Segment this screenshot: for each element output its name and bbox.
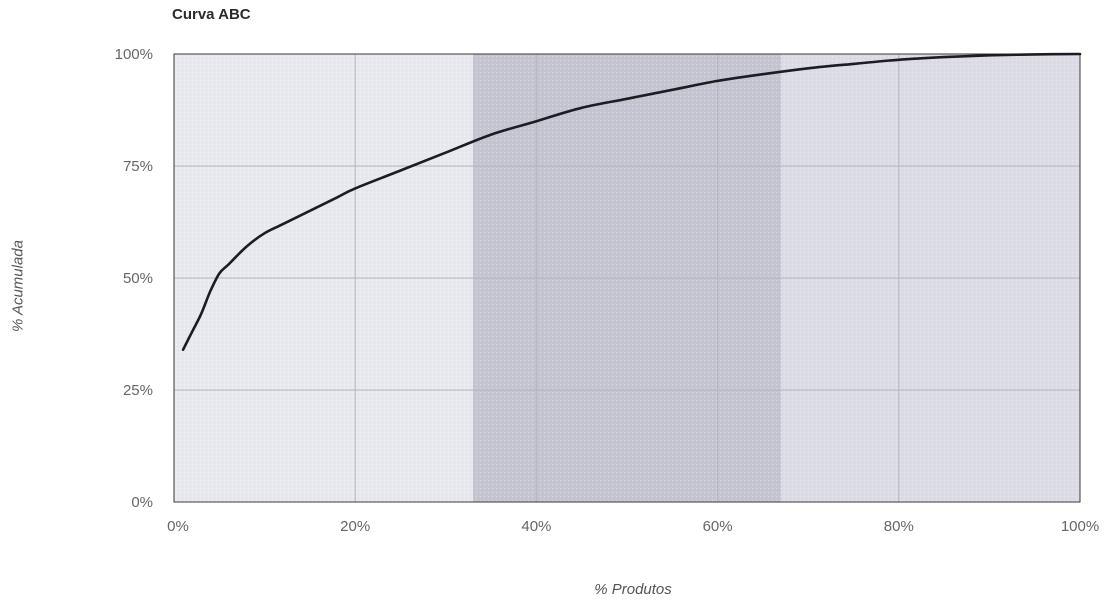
chart-title: Curva ABC [172,6,251,23]
x-tick-label: 100% [1061,518,1099,535]
y-tick-label: 100% [115,46,153,63]
plot-frame [173,53,1081,503]
x-tick-label: 0% [167,518,189,535]
y-tick-label: 0% [131,494,153,511]
y-tick-label: 50% [123,270,153,287]
x-tick-label: 20% [340,518,370,535]
series-line [181,52,1082,351]
x-tick-label: 60% [703,518,733,535]
y-tick-label: 25% [123,382,153,399]
x-tick-labels: 0% 20% 40% 60% 80% 100% [167,518,1099,535]
y-tick-label: 75% [123,158,153,175]
x-axis-label: % Produtos [594,581,672,598]
x-tick-label: 40% [521,518,551,535]
y-tick-labels: 0% 25% 50% 75% 100% [115,46,153,511]
x-tick-label: 80% [884,518,914,535]
